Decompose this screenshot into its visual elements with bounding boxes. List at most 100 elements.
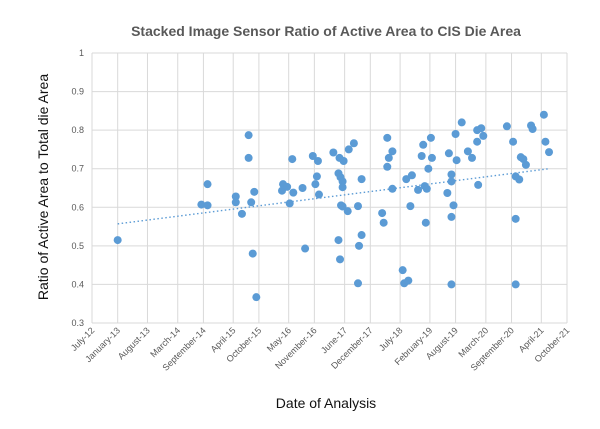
x-tick-label: August-13: [116, 325, 152, 361]
trendline-layer: [117, 168, 550, 225]
data-point: [354, 202, 362, 211]
data-point: [357, 231, 366, 240]
data-point: [231, 198, 240, 207]
data-point: [424, 164, 433, 173]
data-point: [404, 276, 413, 285]
data-point: [298, 184, 307, 192]
y-tick-label: 0.4: [71, 279, 84, 289]
data-point: [231, 192, 240, 201]
data-point: [421, 218, 430, 227]
data-point: [419, 140, 428, 149]
data-point: [388, 184, 397, 193]
data-point: [479, 131, 488, 140]
data-point: [444, 149, 453, 158]
data-point: [383, 133, 392, 142]
data-point: [447, 212, 456, 221]
data-point: [521, 160, 530, 169]
data-point: [203, 201, 212, 210]
y-tick-label: 0.8: [71, 125, 84, 135]
trendline: [117, 168, 550, 225]
data-point: [528, 124, 537, 133]
data-point: [301, 244, 310, 253]
data-point: [338, 202, 347, 211]
data-point: [248, 249, 257, 258]
data-point: [477, 124, 486, 133]
data-point: [339, 157, 348, 165]
data-point: [308, 151, 317, 160]
data-point: [312, 172, 321, 181]
data-point: [344, 145, 353, 154]
y-tick-label: 0.7: [71, 164, 84, 174]
data-point: [329, 148, 338, 157]
data-point: [311, 180, 320, 189]
data-point: [417, 151, 426, 160]
data-point: [354, 279, 362, 288]
data-point: [545, 148, 554, 157]
data-point: [250, 187, 259, 196]
gridlines: [91, 52, 568, 324]
data-point: [463, 147, 472, 156]
data-point: [357, 175, 366, 184]
data-point: [539, 110, 548, 119]
data-point: [378, 209, 387, 218]
data-point: [244, 153, 253, 162]
data-point: [402, 175, 411, 184]
data-point: [237, 209, 246, 218]
data-point: [443, 189, 452, 198]
data-point: [473, 137, 482, 146]
data-point: [203, 180, 212, 189]
x-axis-ticks: July-12January-13August-13March-14Septem…: [69, 325, 572, 372]
data-point: [407, 171, 416, 180]
data-point: [336, 255, 345, 264]
data-point: [288, 155, 297, 164]
y-tick-label: 0.5: [71, 241, 84, 251]
data-point: [379, 218, 388, 227]
data-point: [406, 202, 415, 211]
data-point: [398, 266, 407, 275]
data-point: [422, 184, 431, 193]
data-point: [447, 280, 456, 289]
data-point: [338, 183, 347, 192]
data-point: [426, 133, 435, 142]
y-axis-label: Ratio of Active Area to Total die Area: [35, 74, 51, 300]
data-point: [468, 153, 476, 162]
data-point: [383, 162, 392, 171]
data-point: [388, 147, 397, 156]
y-tick-label: 0.9: [71, 87, 84, 97]
data-point: [449, 201, 458, 210]
data-point: [511, 280, 520, 289]
data-point: [384, 153, 393, 162]
data-point: [511, 214, 520, 223]
data-point: [447, 170, 456, 179]
y-tick-label: 0.3: [71, 318, 84, 328]
data-point: [355, 241, 364, 250]
data-point: [313, 157, 322, 165]
data-point: [447, 177, 456, 186]
data-point: [414, 185, 423, 194]
y-tick-label: 0.6: [71, 202, 84, 212]
data-point: [502, 122, 511, 131]
data-point: [283, 182, 292, 191]
data-point: [113, 236, 122, 245]
data-point: [247, 198, 256, 207]
data-point: [427, 153, 436, 162]
y-axis-ticks: 0.3 0.4 0.5 0.6 0.7 0.8 0.9 1: [71, 48, 84, 328]
data-point: [334, 236, 343, 245]
x-axis-label: Date of Analysis: [276, 395, 376, 411]
data-point: [314, 190, 323, 199]
data-point: [244, 131, 253, 140]
data-point: [285, 199, 294, 208]
data-point: [452, 156, 461, 165]
data-point: [541, 137, 550, 146]
data-points: [113, 110, 554, 302]
data-point: [451, 130, 460, 138]
x-tick-label: July-18: [377, 325, 405, 353]
data-point: [457, 118, 466, 127]
data-point: [252, 293, 261, 302]
data-point: [289, 188, 298, 197]
data-point: [515, 175, 524, 184]
data-point: [474, 180, 483, 189]
data-point: [338, 177, 347, 186]
